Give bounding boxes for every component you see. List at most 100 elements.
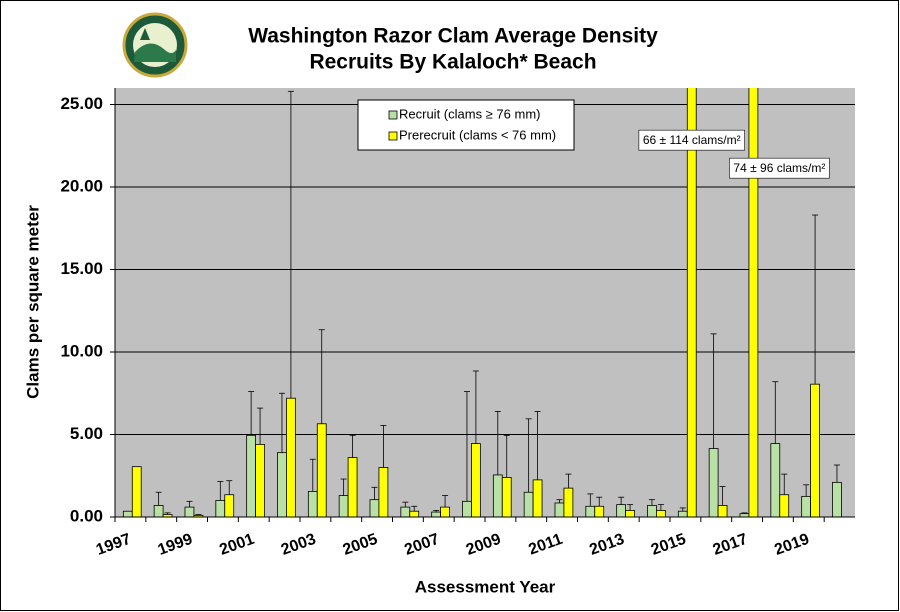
error-bar (472, 370, 479, 444)
error-bar (371, 486, 378, 500)
error-bar (309, 458, 316, 492)
bar (462, 500, 472, 517)
bar (378, 467, 389, 517)
y-tick-label: 20.00 (60, 176, 103, 195)
bar (616, 504, 626, 517)
error-bar (226, 480, 233, 495)
y-tick-label: 0.00 (70, 506, 103, 525)
bar (594, 505, 605, 517)
bar (400, 506, 411, 517)
bar (492, 474, 503, 517)
error-bar (195, 514, 202, 516)
error-bar (340, 478, 347, 496)
bar (153, 505, 164, 517)
bar (255, 443, 265, 517)
error-bar (812, 214, 819, 385)
error-bar (278, 392, 285, 453)
value-label-box (729, 157, 830, 179)
y-tick-label: 25.00 (60, 94, 103, 113)
error-bar (565, 473, 572, 489)
error-bar (155, 491, 162, 506)
logo (122, 12, 188, 78)
chart-subtitle: Recruits By Kalaloch* Beach (309, 51, 596, 74)
y-tick-label: 15.00 (60, 259, 103, 278)
error-bar (287, 90, 294, 399)
error-bar (411, 505, 418, 512)
legend-swatch (388, 110, 398, 120)
bar (585, 505, 596, 517)
bar (779, 494, 790, 517)
bar (122, 510, 133, 517)
error-bar (556, 499, 563, 503)
bar (748, 88, 759, 517)
legend-box (357, 99, 575, 151)
bar (554, 502, 565, 517)
bar (471, 443, 481, 517)
bar (286, 397, 296, 517)
error-bar (648, 499, 655, 506)
error-bar (781, 473, 788, 495)
error-bar (657, 504, 664, 511)
value-label: 66 ± 114 clams/m² (643, 133, 741, 147)
bar (532, 479, 543, 517)
bar (563, 487, 574, 517)
bar (501, 476, 512, 517)
bar (184, 506, 195, 517)
error-bar (186, 500, 193, 508)
legend: Recruit (clams ≥ 76 mm) Prerecruit (clams… (357, 99, 575, 151)
bar (770, 443, 781, 517)
error-bar (525, 418, 532, 493)
bar (801, 495, 811, 517)
error-bar (803, 484, 810, 497)
legend-swatch (388, 131, 398, 141)
error-bar (248, 391, 255, 436)
error-bar (627, 504, 634, 511)
bar (347, 457, 358, 517)
error-bar (442, 495, 449, 508)
bar (647, 505, 657, 517)
bar (625, 509, 635, 517)
error-bar (380, 425, 387, 468)
bar (677, 510, 688, 517)
error-bar (772, 381, 779, 444)
bar (717, 505, 728, 517)
legend-label: Recruit (clams ≥ 76 mm) (399, 106, 540, 121)
bar (708, 448, 719, 517)
bar (686, 88, 697, 517)
error-bar (534, 410, 541, 480)
bar (810, 383, 820, 517)
bar (316, 423, 327, 517)
error-bar (503, 434, 510, 478)
error-bar (596, 496, 603, 507)
error-bar (217, 481, 224, 501)
error-bar (433, 509, 440, 513)
bar (307, 491, 318, 517)
bar (215, 500, 226, 517)
value-label: 74 ± 96 clams/m² (733, 161, 825, 175)
chart-title: Washington Razor Clam Average Density (248, 25, 658, 48)
error-bar (741, 512, 748, 514)
error-bar (719, 486, 726, 506)
bar (131, 466, 142, 517)
error-bar (833, 464, 840, 483)
error-bar (402, 501, 409, 508)
y-axis-title: Clams per square meter (23, 205, 42, 399)
error-bar (164, 512, 171, 515)
value-label-box (638, 129, 745, 151)
bar (523, 491, 534, 517)
bar (832, 481, 842, 517)
y-tick-label: 10.00 (60, 341, 103, 360)
bar (409, 510, 420, 517)
error-bar (618, 496, 625, 505)
bar (656, 509, 666, 517)
error-bar (587, 493, 594, 507)
bar (277, 452, 287, 517)
bar (338, 495, 349, 517)
bar (431, 511, 441, 517)
error-bar (318, 329, 325, 424)
error-bar (710, 333, 717, 449)
y-tick-label: 5.00 (70, 424, 103, 443)
legend-label: Prerecruit (clams < 76 mm) (399, 127, 556, 142)
bar (224, 494, 235, 517)
